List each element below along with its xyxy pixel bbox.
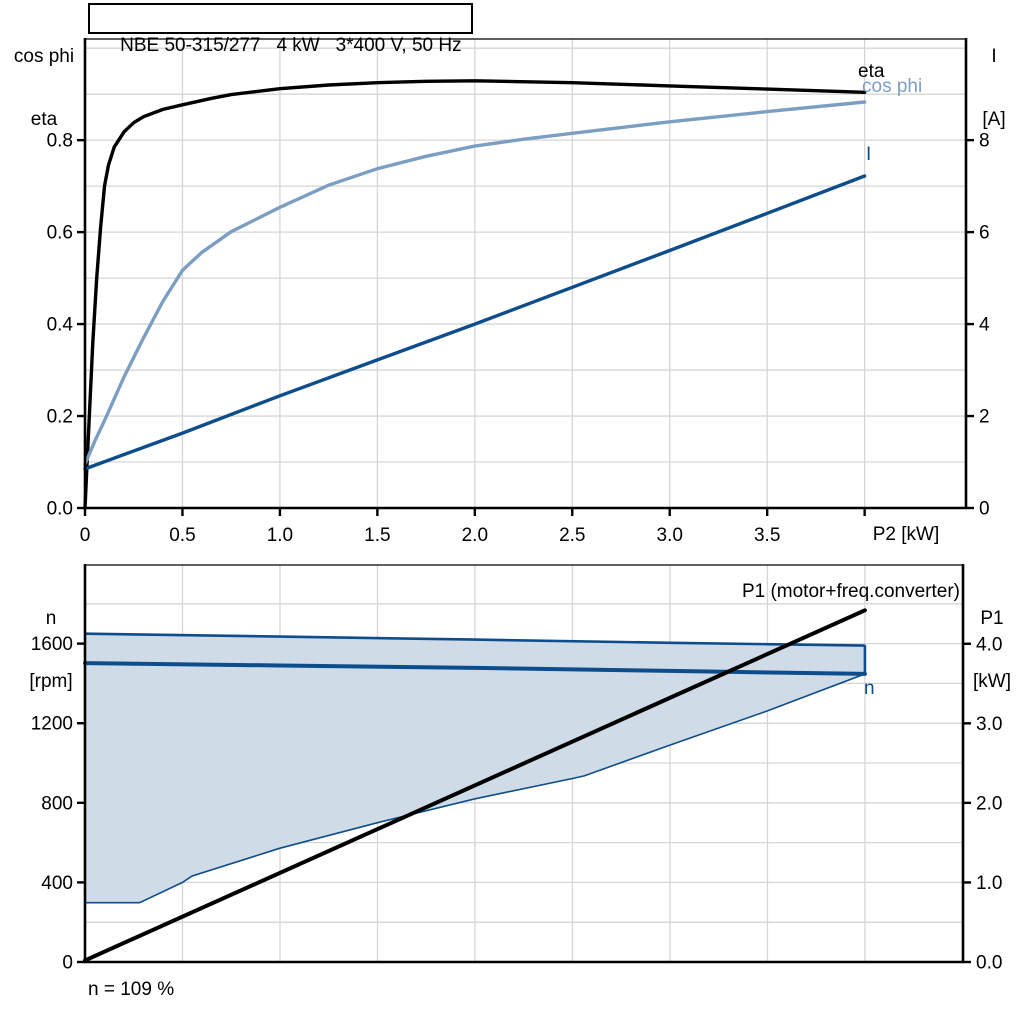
tick-label-left: 0.4 <box>47 315 74 336</box>
series-I <box>83 174 867 471</box>
series-cos-phi <box>83 100 867 466</box>
curve-label-cos-phi: cos phi <box>862 76 923 97</box>
tick-label-right: 3.0 <box>976 714 1002 735</box>
x-axis-title-p2: P2 [kW] <box>872 524 940 545</box>
tick-label-bottom: 0 <box>80 525 91 546</box>
tick-label-left: 0.0 <box>47 499 73 520</box>
tick-label-right: 2.0 <box>976 793 1002 814</box>
tick-label-right: 6 <box>979 223 990 244</box>
curve-label-eta: eta <box>858 61 885 82</box>
tick-label-left: 800 <box>41 793 73 814</box>
curve-label-n: n <box>864 678 875 699</box>
axis-title-cos-phi: cos phi <box>13 46 75 67</box>
tick-label-left: 1600 <box>31 634 73 655</box>
top-chart: 0.0 0.2 0.4 0.6 0.8 0 2 4 6 8 0 0.5 1.0 1.5 2.0 2.5 3.0 3… <box>47 38 990 546</box>
chart-title: NBE 50-315/277 4 kW 3*400 V, 50 Hz <box>120 35 462 56</box>
tick-label-right: 8 <box>979 131 990 152</box>
tick-label-right: 1.0 <box>976 873 1002 894</box>
bottom-chart: 0 400 800 1200 1600 0.0 1.0 2.0 3.0 4.0 <box>31 564 1002 974</box>
tick-label-left: 0 <box>62 953 73 974</box>
axis-title-p1: P1 <box>980 608 1004 629</box>
tick-label-right: 0 <box>979 499 990 520</box>
top-left-axis-title: cos phi eta <box>6 4 82 172</box>
series-n <box>83 661 867 676</box>
curve-label-current: I <box>866 144 872 165</box>
tick-label-bottom: 1.5 <box>364 525 390 546</box>
series-eta <box>83 79 867 510</box>
tick-label-left: 0.2 <box>47 407 73 428</box>
axis-title-current-unit: [A] <box>982 109 1006 130</box>
band-upper-boundary <box>84 632 865 647</box>
tick-label-bottom: 3.5 <box>754 525 780 546</box>
tick-label-bottom: 1.0 <box>267 525 293 546</box>
tick-label-bottom: 2.5 <box>559 525 585 546</box>
axis-title-current: I <box>991 46 997 67</box>
speed-caption: n = 109 % <box>88 979 175 1000</box>
tick-label-left: 400 <box>41 873 73 894</box>
tick-label-left: 1200 <box>31 714 73 735</box>
curve-label-p1: P1 (motor+freq.converter) <box>741 581 960 602</box>
tick-label-bottom: 3.0 <box>657 525 683 546</box>
axis-title-n: n <box>45 608 57 629</box>
bottom-right-axis-title: P1 [kW] <box>962 566 1022 734</box>
tick-label-right: 0.0 <box>976 953 1002 974</box>
axis-title-p1-unit: [kW] <box>973 671 1011 692</box>
top-right-axis-title: I [A] <box>966 4 1022 172</box>
series-P1 <box>83 608 867 963</box>
tick-label-bottom: 0.5 <box>169 525 195 546</box>
chart-title-box: NBE 50-315/277 4 kW 3*400 V, 50 Hz <box>88 3 473 56</box>
tick-label-bottom: 2.0 <box>462 525 488 546</box>
tick-label-right: 4.0 <box>976 634 1002 655</box>
axis-title-rpm-unit: [rpm] <box>29 671 73 692</box>
tick-label-right: 4 <box>979 315 990 336</box>
tick-label-left: 0.6 <box>47 223 73 244</box>
tick-label-right: 2 <box>979 407 990 428</box>
bottom-left-axis-title: n [rpm] <box>16 566 86 734</box>
axis-title-eta: eta <box>30 109 58 130</box>
tick-label-left: 0.8 <box>47 131 73 152</box>
